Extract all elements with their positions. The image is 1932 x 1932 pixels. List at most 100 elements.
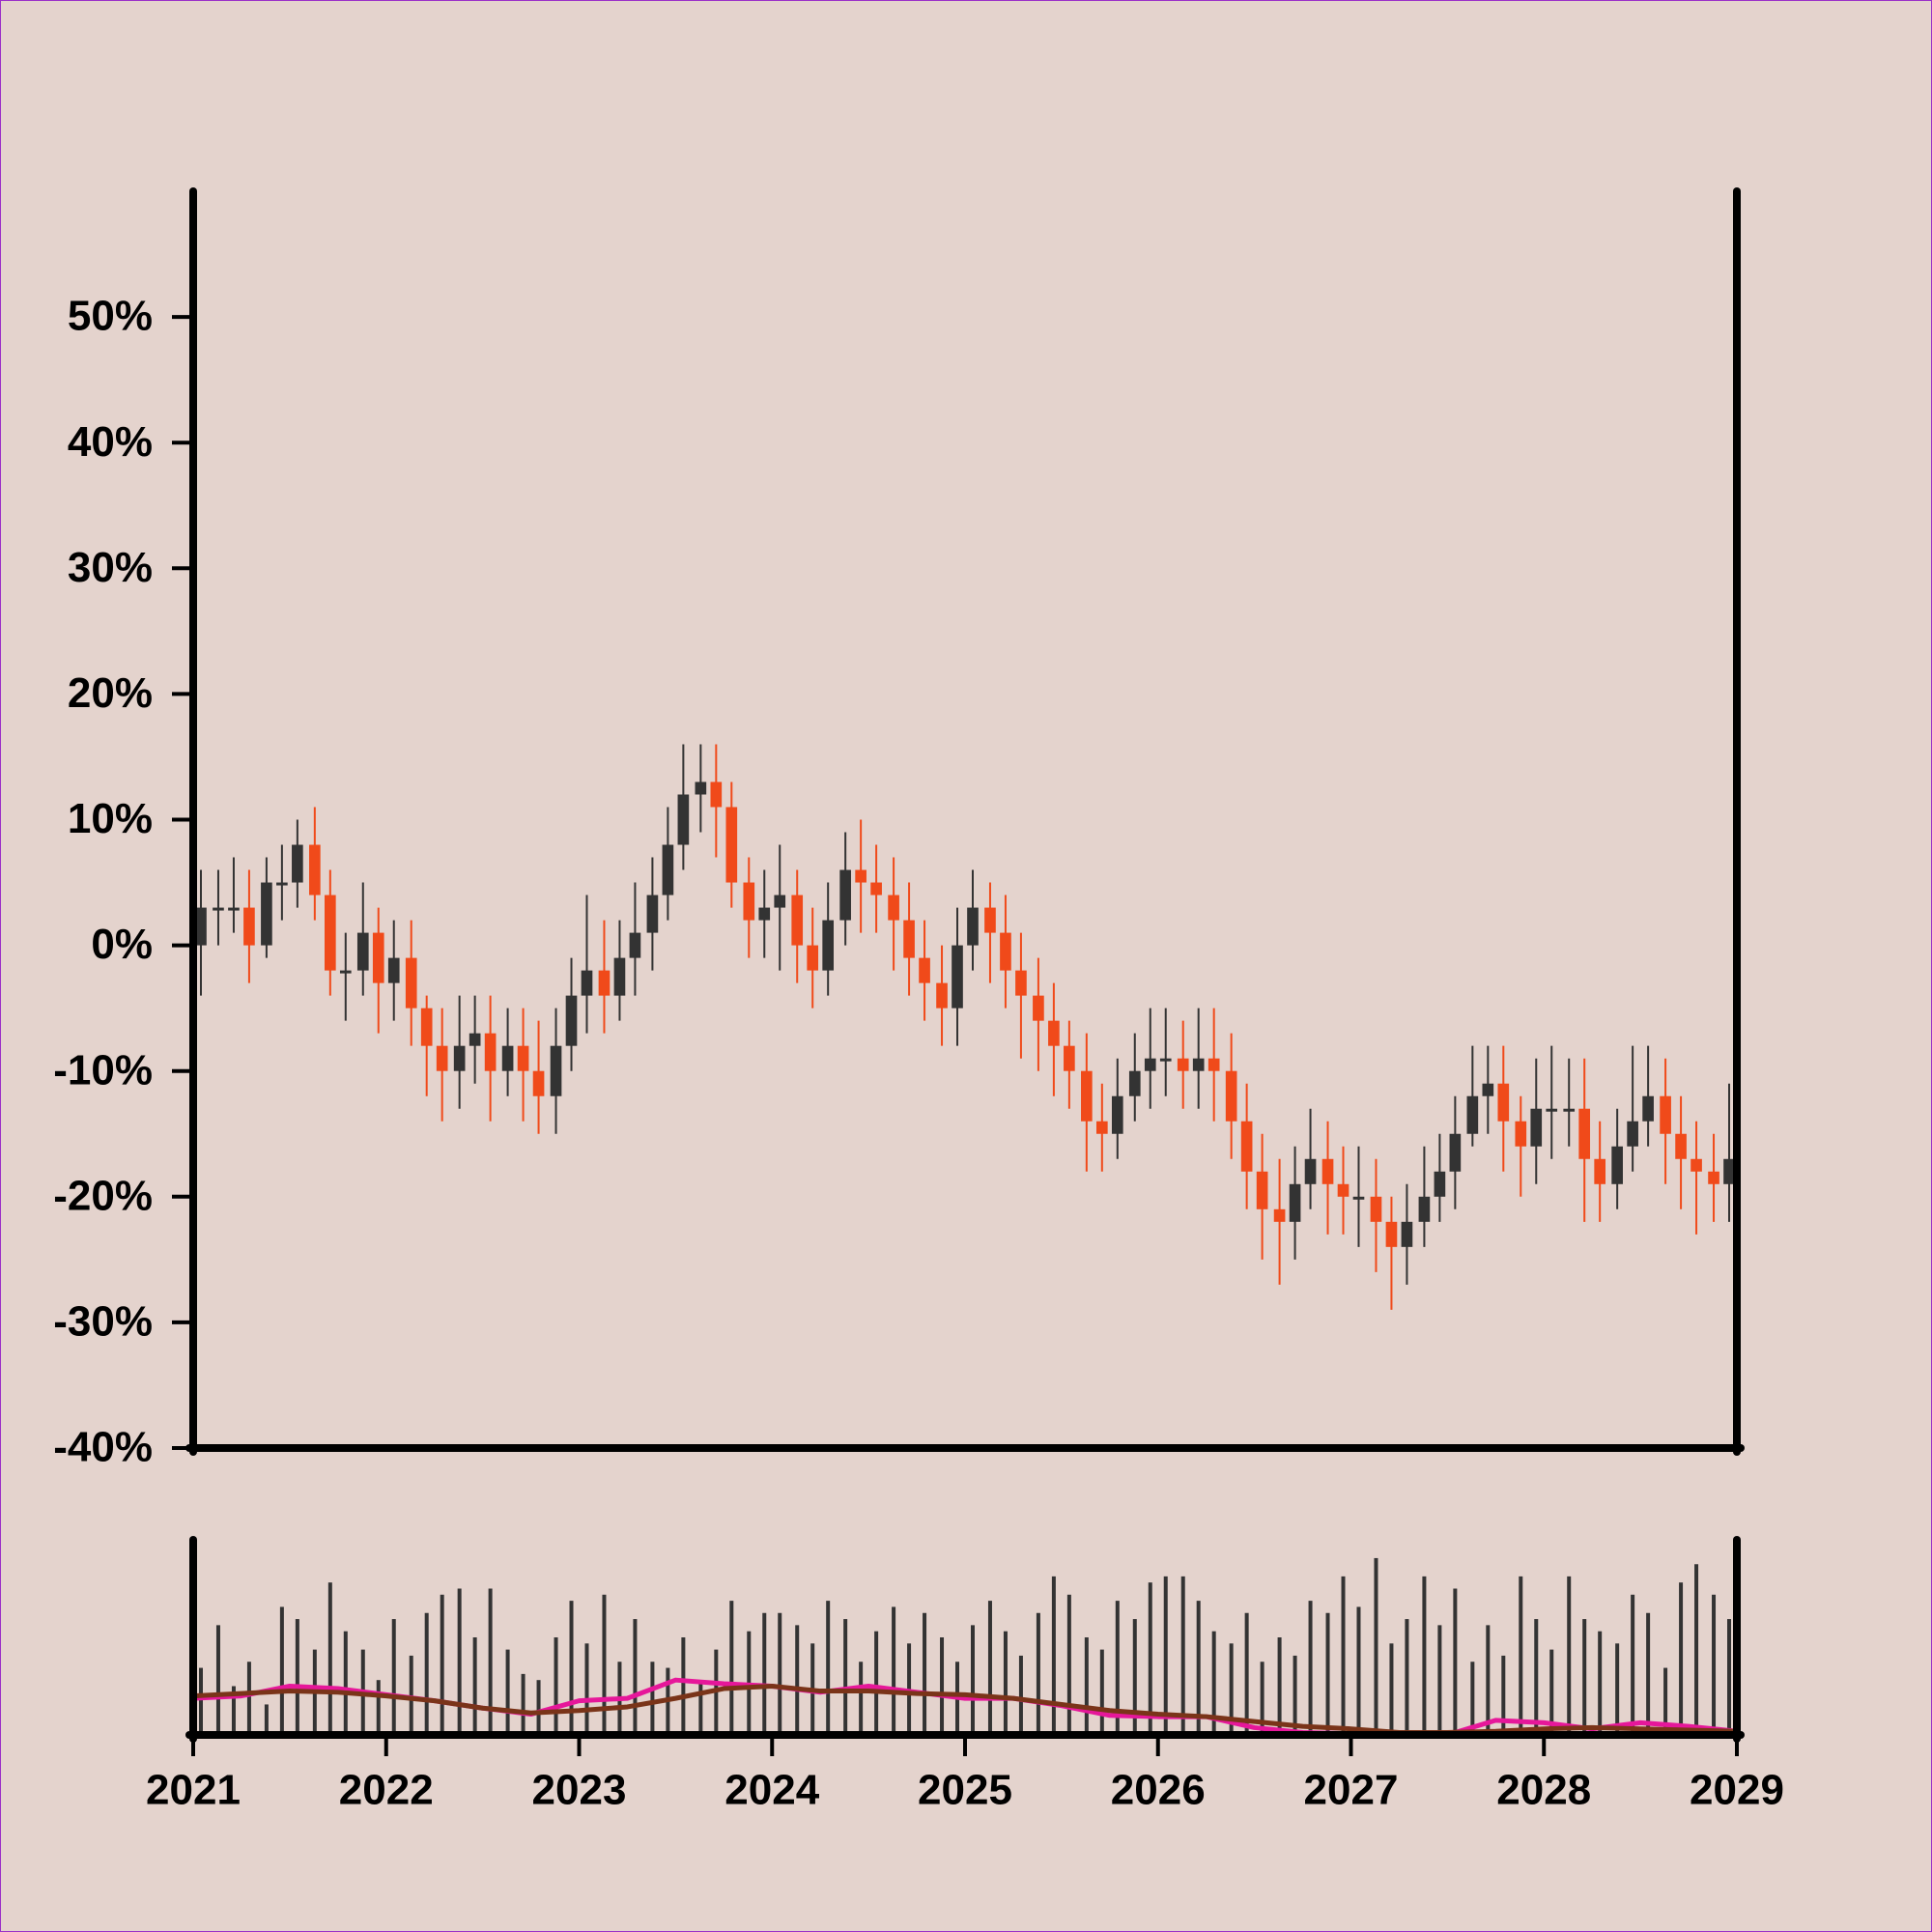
candle-body [213,907,224,911]
x-tick-label: 2025 [918,1767,1012,1814]
candle-body [405,957,417,1009]
candle-body [1515,1121,1527,1147]
candle-body [725,807,738,883]
volume-bar [1567,1576,1572,1735]
y-tick-label: 30% [68,544,153,591]
candle-body [903,920,915,958]
volume-bar [391,1619,396,1735]
volume-bar [1260,1662,1264,1735]
volume-bar [1437,1625,1442,1735]
volume-bar [246,1662,251,1735]
volume-bar [343,1631,348,1735]
volume-bar [874,1631,879,1735]
volume-bar [1374,1557,1378,1735]
candle-body [791,895,804,946]
volume-bar [1132,1619,1137,1735]
candle-body [1434,1171,1446,1197]
candle-body [309,844,321,895]
candle-body [1675,1133,1687,1159]
candle-body [324,895,336,971]
candle-body [1225,1070,1237,1122]
volume-bar [1084,1637,1089,1735]
candle-body [436,1045,448,1071]
candle-body [710,781,723,808]
volume-bar [650,1662,655,1735]
volume-bar [424,1612,429,1735]
volume-bar [1115,1601,1120,1735]
candle-body [565,995,578,1046]
volume-bar [457,1588,462,1735]
candle-body [228,907,240,911]
candle-body [1546,1108,1558,1112]
volume-bar [569,1601,574,1735]
candle-body [1690,1158,1702,1172]
candle-body [1144,1058,1156,1071]
candle-body [1081,1070,1093,1122]
volume-bar [1486,1625,1491,1735]
candle-body [517,1045,529,1071]
candle-body [1208,1058,1220,1071]
volume-bar [843,1619,848,1735]
candle-body [758,907,771,921]
candle-body [1660,1095,1671,1134]
candle-body [1578,1108,1591,1159]
volume-bar [1341,1576,1346,1735]
candle-body [1482,1083,1494,1096]
volume-bar [1663,1667,1668,1735]
candle-body [613,957,626,996]
y-tick-label: -30% [53,1298,153,1346]
candle-body [984,907,996,933]
x-tick-label: 2029 [1690,1767,1784,1814]
candle-body [1064,1045,1075,1071]
volume-bar [987,1601,992,1735]
volume-bar [892,1606,896,1735]
volume-bar [795,1625,800,1735]
volume-bar [505,1649,510,1735]
volume-bar [1018,1655,1023,1735]
candle-body [1337,1183,1350,1197]
candle-body [1159,1058,1172,1062]
volume-bar [1694,1564,1699,1735]
volume-bar [1519,1576,1523,1735]
candle-body [870,882,882,895]
candle-body [967,907,979,946]
candle-body [1594,1158,1606,1184]
y-tick-label: -10% [53,1046,153,1094]
volume-bar [1211,1631,1216,1735]
candle-body [356,932,369,971]
volume-bar [1003,1631,1008,1735]
volume-bar [1470,1662,1475,1735]
candle-body [387,957,400,983]
volume-bar [1148,1582,1152,1735]
volume-bar [1534,1619,1539,1735]
candle-body [453,1045,466,1071]
volume-bar [1180,1576,1185,1735]
volume-bar [215,1625,220,1735]
candle-body [807,945,819,971]
volume-bar [231,1686,236,1735]
candle-body [1611,1146,1623,1184]
candle-body [420,1008,433,1046]
candle-body [1000,932,1011,971]
volume-bar [1712,1594,1717,1735]
candle-body [855,869,867,883]
candle-body [1418,1196,1431,1222]
candle-body [339,970,352,974]
candle-body [1449,1133,1462,1172]
volume-bar [729,1601,734,1735]
candle-body [195,907,207,946]
x-tick-label: 2027 [1304,1767,1399,1814]
volume-bar [264,1704,269,1735]
candle-body [501,1045,514,1071]
candle-body [1177,1058,1189,1071]
candle-body [1466,1095,1479,1134]
volume-bar [1582,1619,1587,1735]
volume-bar [1293,1655,1297,1735]
candle-body [276,882,288,886]
y-tick-label: 0% [91,921,153,968]
y-tick-label: -40% [53,1424,153,1471]
x-tick-label: 2022 [339,1767,434,1814]
volume-bar [826,1601,831,1735]
